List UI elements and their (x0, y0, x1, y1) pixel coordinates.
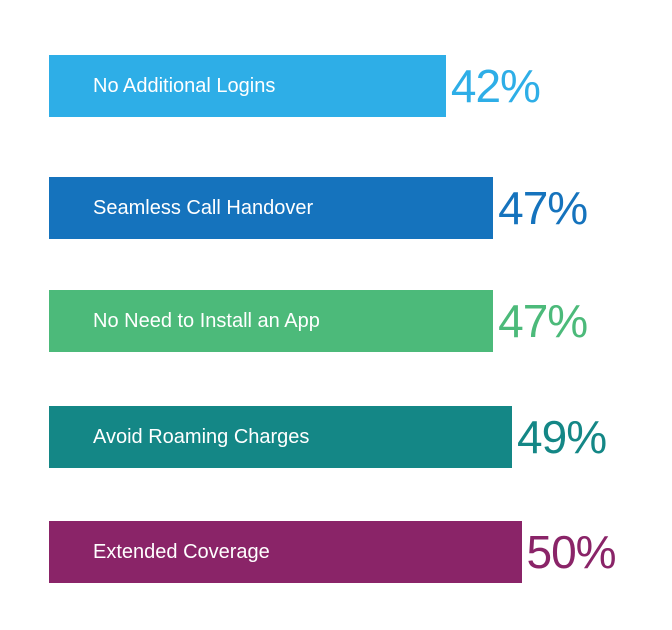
bar-category-label: Avoid Roaming Charges (93, 426, 310, 448)
bar-category-label: No Additional Logins (93, 75, 276, 97)
bar (49, 55, 446, 117)
bar-category-label: No Need to Install an App (93, 310, 320, 332)
bar-value-label: 47% (498, 295, 588, 347)
bar (49, 406, 513, 468)
bar-value-label: 50% (526, 526, 617, 578)
bar (49, 290, 494, 352)
bar-value-label: 42% (450, 60, 541, 112)
bar-category-label: Seamless Call Handover (93, 197, 314, 219)
bar-value-label: 49% (517, 411, 607, 463)
bar (49, 177, 494, 239)
bar-value-label: 47% (498, 182, 588, 234)
bar (49, 521, 522, 583)
bar-category-label: Extended Coverage (93, 541, 270, 563)
